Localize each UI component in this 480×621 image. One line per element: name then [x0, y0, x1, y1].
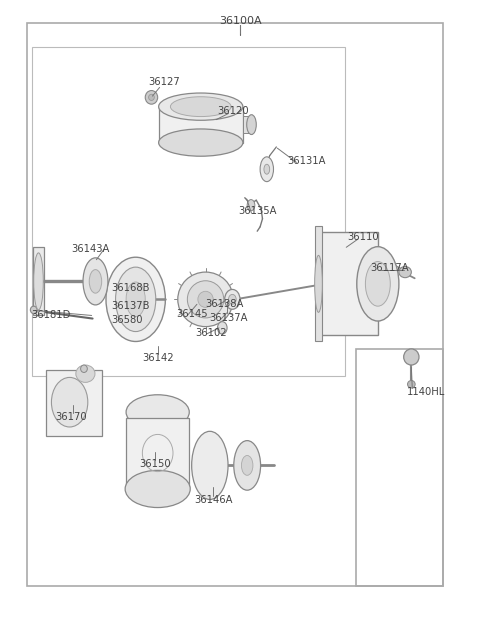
Text: 36137A: 36137A: [209, 313, 248, 323]
Text: 36143A: 36143A: [72, 243, 110, 253]
Text: 36102: 36102: [195, 328, 227, 338]
Bar: [356, 349, 443, 586]
Ellipse shape: [158, 93, 243, 120]
Ellipse shape: [260, 157, 274, 181]
Ellipse shape: [126, 395, 189, 430]
Text: 36150: 36150: [139, 459, 170, 469]
Text: 36170: 36170: [56, 412, 87, 422]
Ellipse shape: [247, 115, 256, 135]
Ellipse shape: [247, 199, 255, 211]
Ellipse shape: [241, 455, 253, 475]
Ellipse shape: [365, 261, 390, 306]
Ellipse shape: [30, 306, 37, 314]
Text: 36131A: 36131A: [287, 155, 325, 166]
Text: 36100A: 36100A: [219, 16, 261, 25]
Bar: [322, 232, 378, 335]
Ellipse shape: [234, 441, 261, 490]
Ellipse shape: [83, 258, 108, 305]
Text: 36142: 36142: [142, 353, 173, 363]
Text: 36580: 36580: [112, 315, 143, 325]
Ellipse shape: [225, 289, 240, 309]
Text: 36146A: 36146A: [194, 495, 232, 505]
Ellipse shape: [125, 470, 190, 507]
Ellipse shape: [34, 253, 43, 310]
Ellipse shape: [264, 165, 270, 174]
Ellipse shape: [217, 322, 227, 334]
Ellipse shape: [106, 257, 165, 342]
Ellipse shape: [357, 247, 399, 321]
Text: 36120: 36120: [217, 106, 249, 116]
Ellipse shape: [408, 381, 415, 388]
Bar: [315, 226, 323, 342]
Ellipse shape: [192, 432, 228, 499]
Ellipse shape: [76, 365, 95, 383]
Ellipse shape: [178, 272, 233, 327]
Bar: [243, 116, 252, 134]
Ellipse shape: [187, 281, 224, 318]
Text: 36127: 36127: [148, 78, 180, 88]
Text: 36138A: 36138A: [205, 299, 244, 309]
Ellipse shape: [116, 267, 156, 332]
Ellipse shape: [170, 97, 231, 117]
Bar: [126, 419, 189, 487]
Ellipse shape: [315, 255, 323, 312]
Bar: [27, 23, 443, 586]
Bar: [32, 47, 345, 376]
Text: 1140HL: 1140HL: [407, 388, 445, 397]
Ellipse shape: [126, 282, 145, 317]
Ellipse shape: [145, 91, 157, 104]
Ellipse shape: [399, 266, 411, 278]
Ellipse shape: [158, 129, 243, 156]
Ellipse shape: [149, 94, 155, 101]
Text: 36145: 36145: [176, 309, 207, 319]
Ellipse shape: [51, 378, 88, 427]
Ellipse shape: [404, 349, 419, 365]
Text: 36137B: 36137B: [112, 301, 150, 310]
Bar: [158, 107, 243, 143]
Text: 36117A: 36117A: [370, 263, 409, 273]
Text: 36135A: 36135A: [238, 206, 276, 216]
Text: 36181D: 36181D: [31, 310, 71, 320]
Ellipse shape: [228, 294, 236, 304]
Text: 36110: 36110: [347, 232, 379, 242]
Text: 36168B: 36168B: [112, 283, 150, 293]
Ellipse shape: [89, 270, 102, 293]
Ellipse shape: [198, 291, 213, 307]
Bar: [46, 370, 102, 436]
Ellipse shape: [81, 365, 87, 373]
Bar: [33, 247, 44, 315]
